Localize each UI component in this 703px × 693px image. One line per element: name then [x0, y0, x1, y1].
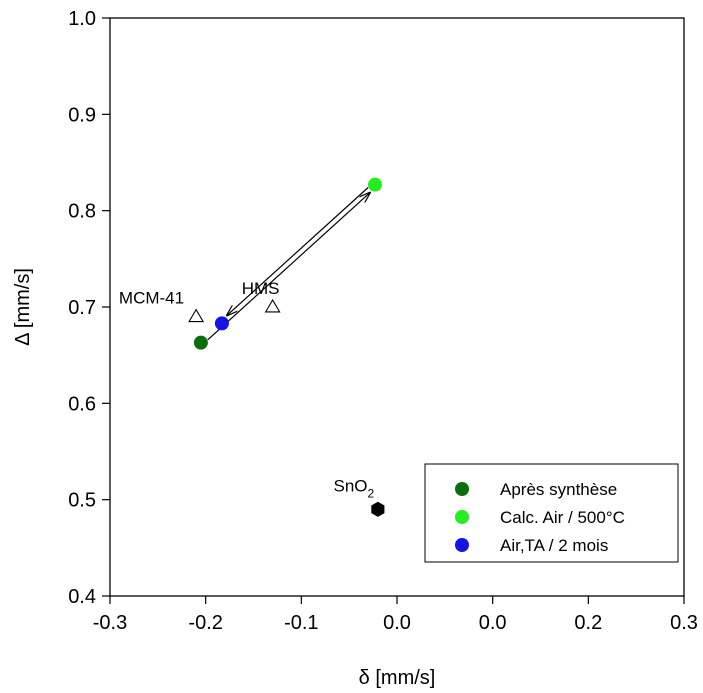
- y-axis-ticks: 0.4 0.5 0.6 0.7 0.8 0.9 1.0: [68, 8, 110, 608]
- y-tick-label: 0.5: [68, 490, 96, 512]
- x-axis-ticks: -0.3 -0.2 -0.1 0.0 0.0 0.2 0.3: [93, 596, 698, 634]
- y-tick-label: 0.6: [68, 393, 96, 415]
- y-tick-label: 0.8: [68, 201, 96, 223]
- x-tick-label: 0.0: [479, 612, 507, 634]
- y-tick-label: 0.4: [68, 586, 96, 608]
- reference-label: MCM-41: [119, 289, 184, 308]
- legend-marker: [455, 510, 469, 524]
- legend-marker: [455, 538, 469, 552]
- reference-triangle-marker: [188, 308, 205, 323]
- arrows-layer: [207, 187, 370, 341]
- legend-label: Calc. Air / 500°C: [500, 508, 625, 527]
- data-point-3: [214, 316, 229, 331]
- data-points-layer: [193, 177, 382, 350]
- transition-arrow: [227, 187, 369, 316]
- transition-arrow: [207, 193, 370, 341]
- x-tick-label: -0.2: [188, 612, 222, 634]
- x-axis-label: δ [mm/s]: [359, 667, 436, 689]
- reference-hexagon-marker: [371, 501, 385, 517]
- data-point-1: [193, 335, 208, 350]
- y-tick-label: 0.7: [68, 297, 96, 319]
- reference-points-layer: MCM-41 HMS SnO2: [119, 279, 385, 517]
- y-axis-label: Δ [mm/s]: [12, 268, 34, 346]
- x-tick-label: -0.3: [93, 612, 127, 634]
- legend: Après synthèse Calc. Air / 500°C Air,TA / …: [424, 463, 679, 563]
- legend-label: Après synthèse: [500, 480, 617, 499]
- y-tick-label: 0.9: [68, 104, 96, 126]
- legend-marker: [455, 482, 469, 496]
- data-point-2: [367, 177, 382, 192]
- x-tick-label: -0.1: [284, 612, 318, 634]
- x-tick-label: 0.0: [383, 612, 411, 634]
- reference-label: SnO2: [334, 476, 375, 500]
- reference-triangle-marker: [264, 298, 281, 313]
- y-tick-label: 1.0: [68, 8, 96, 30]
- reference-label: HMS: [242, 279, 280, 298]
- x-tick-label: 0.2: [574, 612, 602, 634]
- x-tick-label: 0.3: [670, 612, 698, 634]
- legend-label: Air,TA / 2 mois: [500, 536, 608, 555]
